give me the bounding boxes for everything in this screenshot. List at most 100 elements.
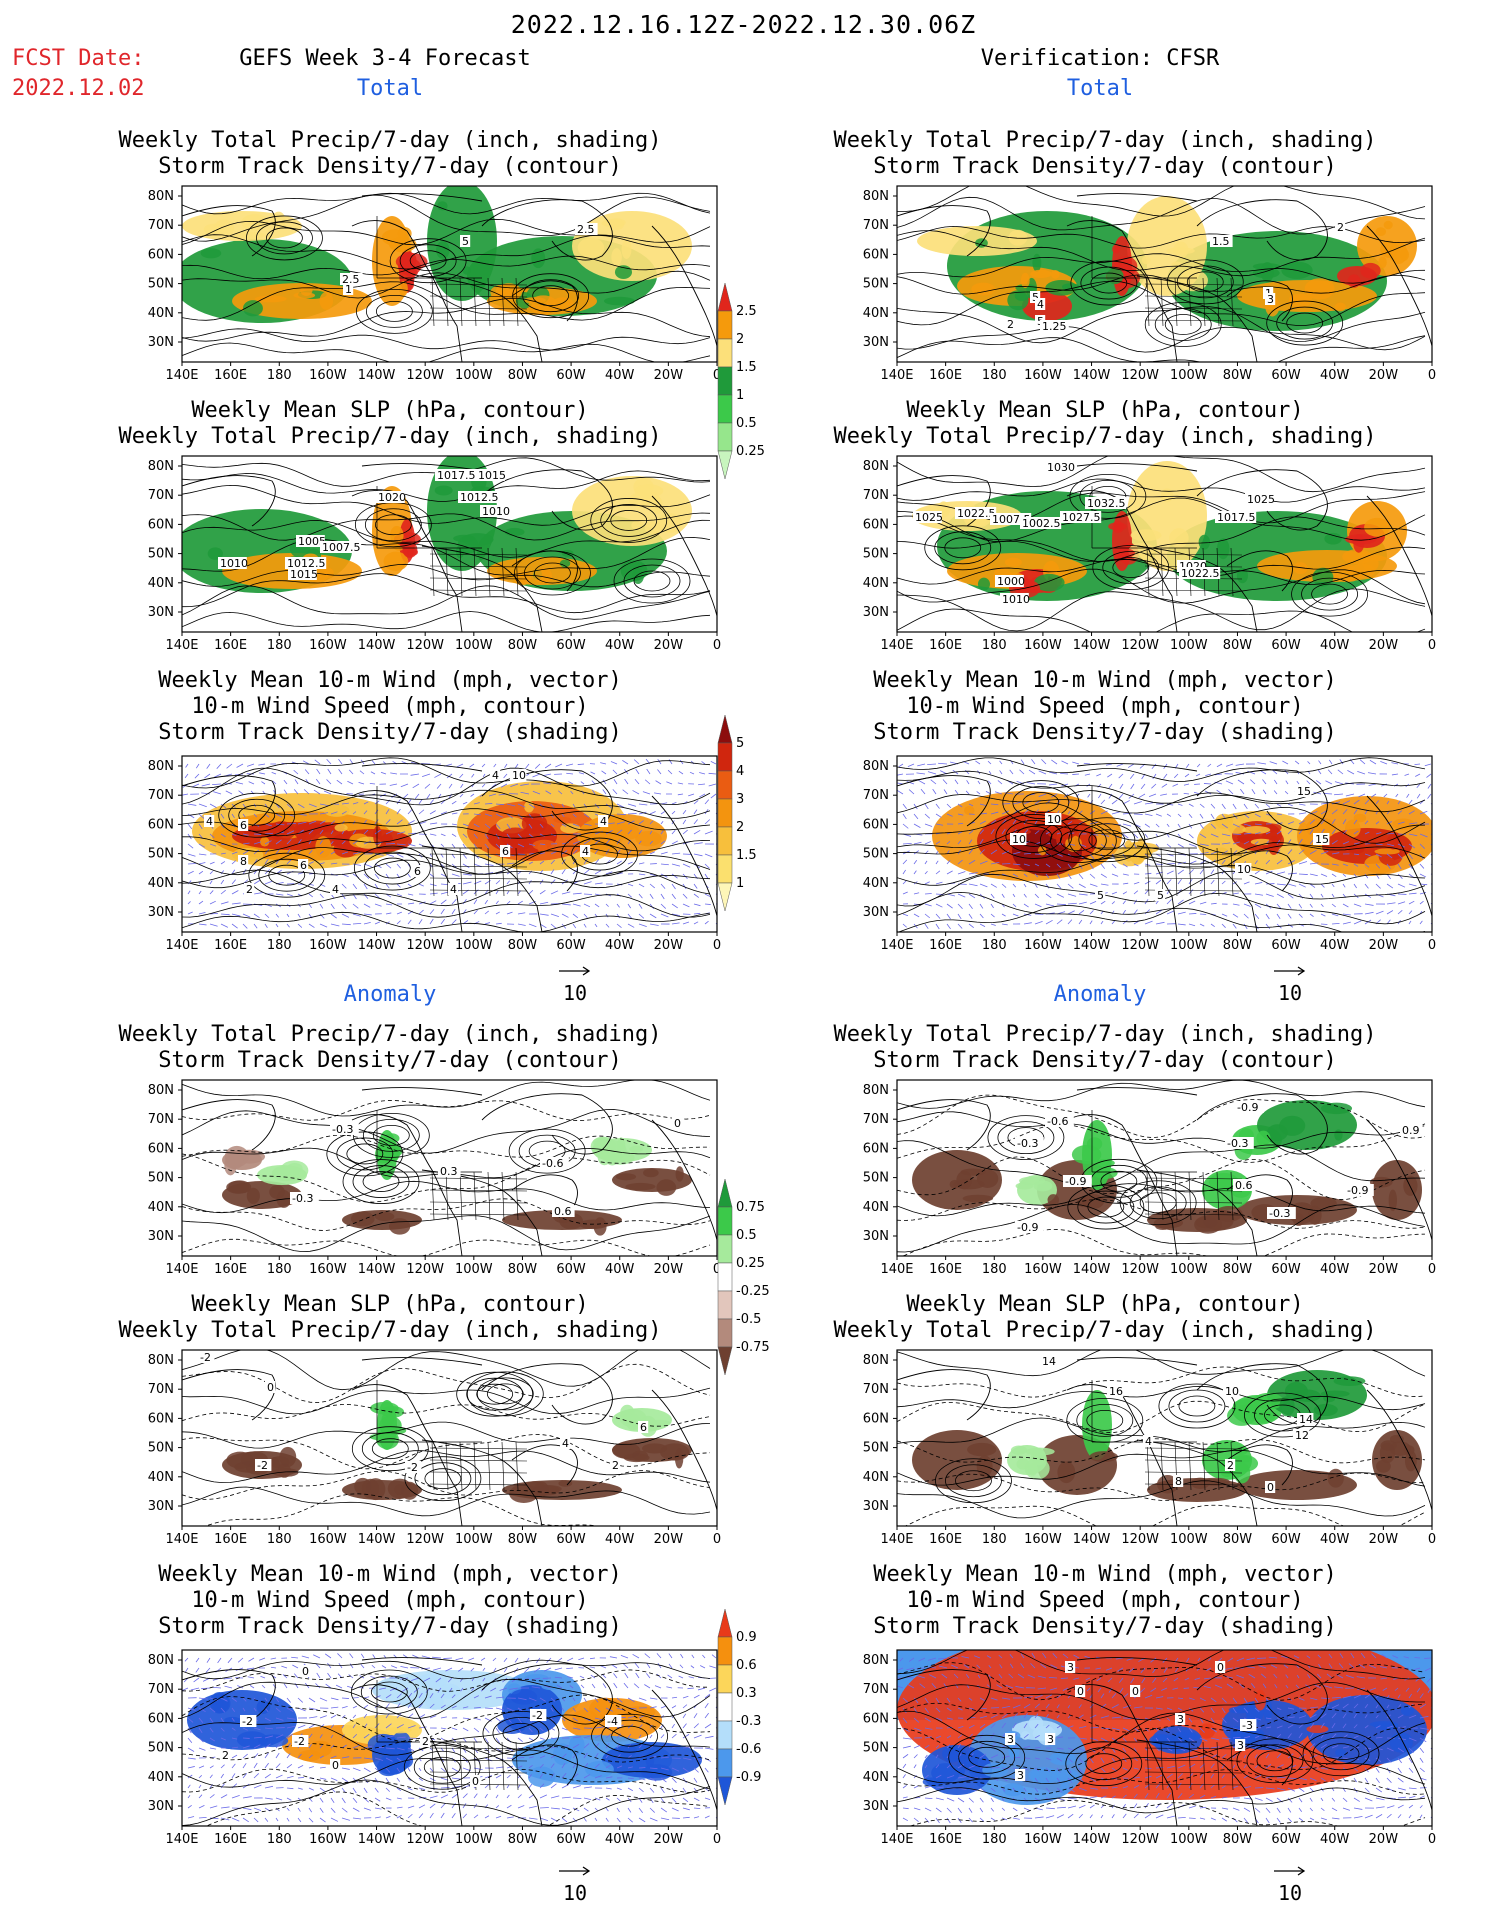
wind-vector xyxy=(264,1797,273,1800)
wind-vector xyxy=(924,893,932,895)
map-frame xyxy=(181,185,718,363)
contour-label: -2 xyxy=(200,1351,211,1364)
wind-vector xyxy=(638,830,642,835)
wind-vector xyxy=(1210,1784,1215,1789)
coastline xyxy=(511,1744,578,1786)
wind-vector xyxy=(935,903,943,908)
contour-label: 2.5 xyxy=(577,223,595,236)
wind-vector xyxy=(1298,873,1308,875)
wind-vector xyxy=(638,862,645,865)
wind-vector xyxy=(253,1762,258,1769)
wind-vector xyxy=(1188,923,1196,927)
wind-vector xyxy=(1317,1673,1322,1679)
wind-vector xyxy=(198,1765,205,1769)
contour-label-bg xyxy=(500,845,511,857)
wind-vector xyxy=(223,1677,233,1680)
wind-vector xyxy=(1100,799,1106,805)
contour-label: 4 xyxy=(206,815,213,828)
contour-label: -0.6 xyxy=(1047,1115,1068,1128)
contour-lines xyxy=(897,757,1426,932)
contour-line xyxy=(897,855,1426,886)
wind-vector xyxy=(187,843,194,849)
wind-vector xyxy=(1161,783,1168,788)
coastlines xyxy=(182,193,717,362)
wind-vector xyxy=(1144,1737,1148,1742)
lon-label: 140W xyxy=(1073,368,1111,383)
wind-vector xyxy=(1173,773,1179,779)
contour-label: 10 xyxy=(512,769,526,782)
wind-vector xyxy=(297,821,307,825)
wind-vector xyxy=(660,1734,665,1739)
wind-vector xyxy=(369,782,376,785)
wind-vector xyxy=(539,1737,545,1740)
wind-vector xyxy=(1087,793,1091,798)
wind-vector xyxy=(913,892,920,895)
wind-vector xyxy=(644,779,651,785)
lon-label: 120W xyxy=(406,938,444,953)
state-border xyxy=(445,1171,449,1221)
lat-label: 40N xyxy=(863,1200,889,1215)
wind-vector xyxy=(1163,1667,1168,1673)
wind-vector xyxy=(220,1697,228,1702)
wind-vector xyxy=(1056,893,1065,898)
wind-vector xyxy=(1347,769,1355,775)
wind-vector xyxy=(1342,1713,1347,1719)
wind-vector xyxy=(1257,762,1267,765)
wind-vector xyxy=(898,763,904,768)
wind-vector xyxy=(930,779,937,785)
wind-vector xyxy=(1078,910,1085,915)
wind-vector xyxy=(660,893,665,900)
wind-vector xyxy=(572,923,577,929)
wind-vector xyxy=(660,1807,668,1813)
wind-vector xyxy=(1118,773,1124,779)
wind-vector xyxy=(627,829,632,835)
state-border xyxy=(429,877,528,880)
wind-vector xyxy=(341,883,347,889)
wind-vector xyxy=(220,923,229,928)
wind-vector xyxy=(979,803,986,806)
wind-vector xyxy=(654,1685,662,1689)
wind-vector xyxy=(1408,920,1412,925)
wind-vector xyxy=(550,803,555,809)
wind-vector xyxy=(704,1747,714,1750)
lon-label: 120W xyxy=(1121,368,1159,383)
wind-vector xyxy=(1166,1737,1171,1742)
wind-vector xyxy=(1166,879,1172,885)
lon-label: 140W xyxy=(358,368,396,383)
wind-vector xyxy=(1100,873,1107,878)
wind-vector xyxy=(201,792,211,795)
wind-vector xyxy=(1331,1745,1339,1749)
wind-vector xyxy=(1111,901,1115,905)
wind-vector xyxy=(1397,821,1405,825)
contour-ring xyxy=(987,1115,1065,1161)
wind-vector xyxy=(484,813,493,817)
wind-vector xyxy=(957,913,962,920)
wind-vector xyxy=(407,1725,416,1729)
wind-vector xyxy=(352,1797,358,1804)
lon-label: 100W xyxy=(1170,1262,1208,1277)
wind-vector xyxy=(1221,1796,1228,1799)
wind-vector xyxy=(275,1774,283,1779)
wind-vector xyxy=(924,1785,932,1789)
wind-vector xyxy=(957,840,962,845)
wind-vector xyxy=(1199,1707,1205,1713)
wind-vector xyxy=(1111,1786,1118,1789)
wind-vector xyxy=(460,1687,464,1692)
wind-vector xyxy=(935,1707,941,1713)
wind-vector xyxy=(1188,1793,1195,1799)
wind-vector xyxy=(1177,1773,1183,1779)
wind-vector xyxy=(319,1734,323,1739)
wind-vector xyxy=(924,903,932,907)
wind-vector xyxy=(1133,1727,1140,1732)
wind-vector xyxy=(567,1657,574,1662)
wind-vector xyxy=(396,1757,403,1763)
wind-vector xyxy=(1364,1736,1370,1739)
wind-vector xyxy=(407,843,416,847)
shading-speckle xyxy=(366,1478,386,1501)
wind-vector xyxy=(1122,900,1127,905)
wind-vector xyxy=(1072,761,1080,765)
map-frame xyxy=(181,455,718,633)
contour-ring xyxy=(600,504,658,537)
coastline xyxy=(421,1439,543,1526)
wind-vector xyxy=(1419,863,1425,869)
